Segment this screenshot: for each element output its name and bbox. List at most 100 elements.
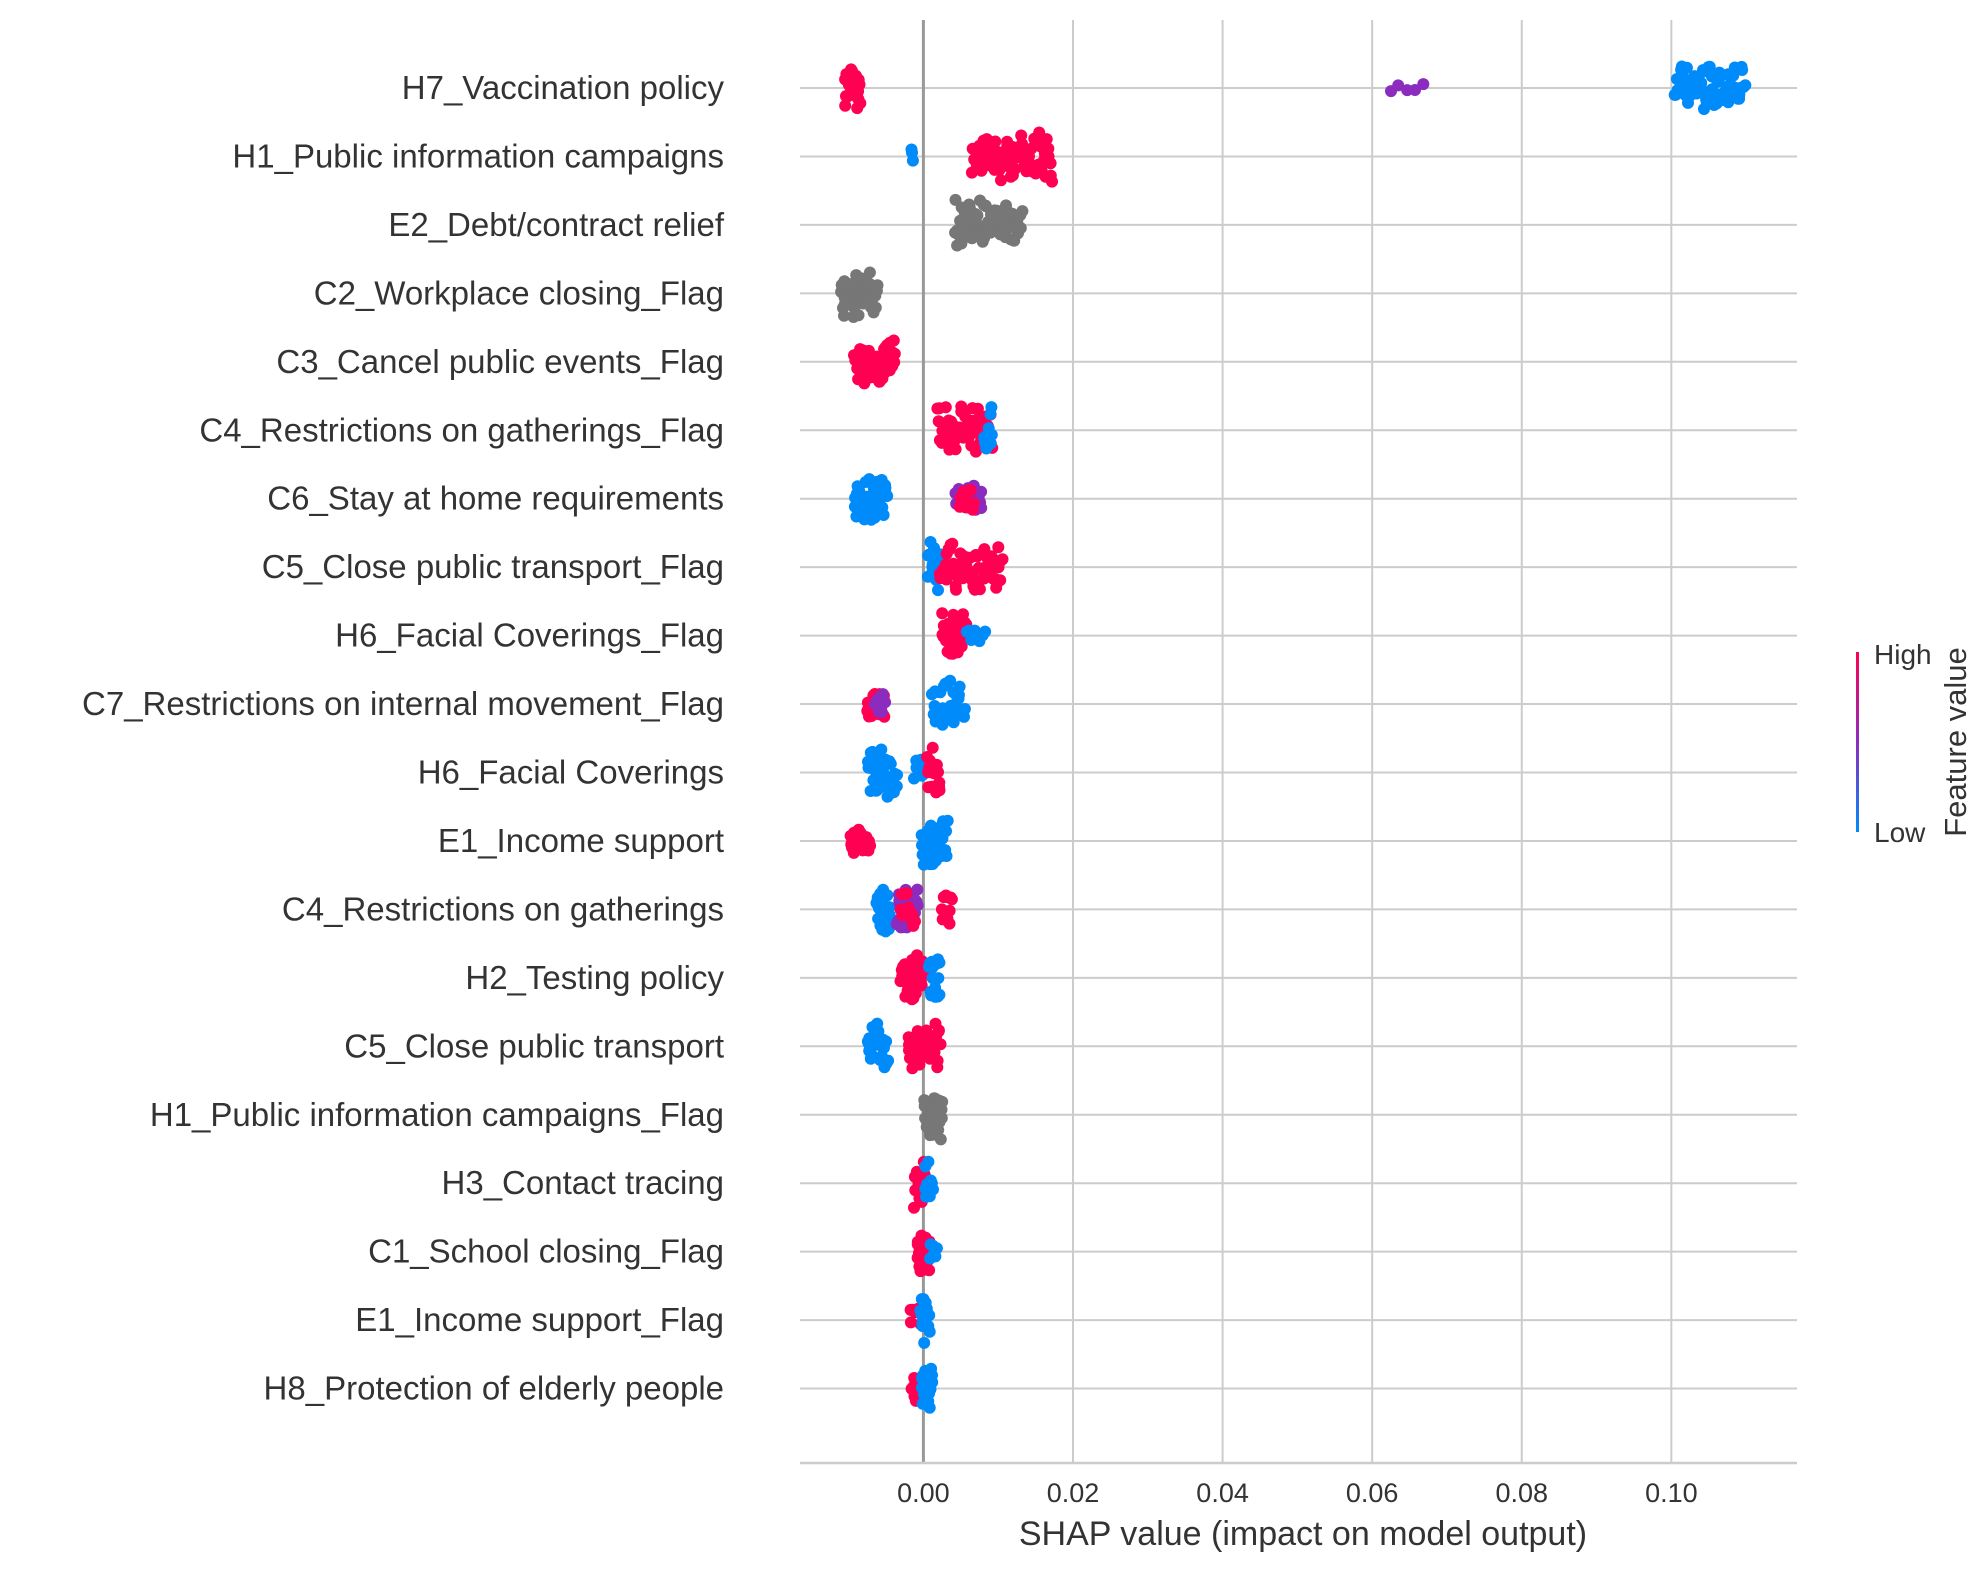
shap-point: [913, 1058, 926, 1071]
x-tick-label: 0.04: [1196, 1478, 1249, 1508]
shap-point: [934, 1038, 947, 1051]
shap-point: [1409, 84, 1421, 96]
shap-point: [923, 1325, 936, 1338]
feature-label: E1_Income support_Flag: [355, 1301, 724, 1338]
shap-point: [1392, 79, 1405, 92]
shap-point: [918, 1336, 931, 1349]
shap-point: [923, 1309, 936, 1322]
shap-point: [1046, 175, 1058, 188]
shap-point: [888, 347, 901, 360]
feature-label: C7_Restrictions on internal movement_Fla…: [82, 685, 724, 722]
shap-point: [1417, 78, 1430, 91]
shap-point: [943, 917, 956, 930]
shap-point: [852, 73, 865, 86]
shap-point: [915, 979, 928, 992]
feature-label: C4_Restrictions on gatherings: [282, 890, 724, 927]
shap-point: [854, 97, 867, 110]
x-tick-label: 0.08: [1495, 1478, 1548, 1508]
shap-point: [1016, 205, 1029, 218]
feature-label: H2_Testing policy: [465, 959, 724, 996]
x-tick-label: 0.06: [1346, 1478, 1399, 1508]
shap-point: [900, 887, 913, 900]
shap-point: [882, 1054, 895, 1067]
shap-point: [1044, 157, 1057, 170]
shap-point: [869, 301, 882, 314]
shap-point: [838, 309, 850, 322]
shap-point: [933, 956, 946, 969]
shap-point: [949, 443, 962, 456]
shap-point: [887, 334, 900, 347]
shap-point: [967, 497, 980, 510]
colorbar-title: Feature value: [1938, 647, 1973, 837]
feature-label: H6_Facial Coverings_Flag: [335, 617, 724, 654]
shap-point: [863, 266, 876, 279]
feature-label: C3_Cancel public events_Flag: [276, 343, 724, 380]
shap-point: [964, 484, 977, 497]
shap-point: [875, 706, 888, 719]
feature-label: C5_Close public transport_Flag: [262, 548, 724, 585]
shap-point: [879, 696, 892, 709]
shap-point: [926, 741, 939, 754]
shap-point: [943, 904, 956, 917]
shap-point: [955, 237, 968, 250]
points-layer: [835, 60, 1752, 1414]
shap-point: [839, 99, 852, 112]
shap-point: [881, 889, 894, 902]
shap-point: [958, 703, 971, 715]
feature-label: H8_Protection of elderly people: [264, 1370, 724, 1407]
shap-point: [947, 716, 960, 729]
shap-point: [891, 768, 903, 781]
shap-point: [931, 1054, 944, 1067]
feature-label: H1_Public information campaigns: [232, 137, 724, 174]
shap-point: [1680, 61, 1693, 74]
shap-point: [927, 1183, 939, 1196]
shap-point: [932, 766, 944, 779]
shap-point: [911, 883, 924, 896]
feature-label: H6_Facial Coverings: [418, 754, 724, 791]
shap-point: [871, 279, 884, 292]
grid-layer: [800, 20, 1797, 1465]
shap-point: [935, 1112, 948, 1125]
shap-point: [932, 1025, 945, 1038]
shap-point: [884, 757, 897, 770]
shap-point: [936, 1095, 949, 1108]
shap-point: [864, 839, 877, 852]
shap-point: [979, 625, 992, 638]
shap-point: [909, 915, 921, 928]
shap-point: [953, 680, 966, 693]
feature-label: C2_Workplace closing_Flag: [314, 274, 724, 311]
shap-point: [941, 814, 954, 827]
colorbar-high-label: High: [1874, 639, 1932, 670]
feature-label: E2_Debt/contract relief: [388, 206, 725, 243]
x-tick-label: 0.02: [1047, 1478, 1100, 1508]
shap-point: [881, 490, 894, 502]
shap-point: [932, 584, 944, 597]
shap-point: [969, 445, 982, 458]
shap-point: [923, 1264, 936, 1277]
shap-point: [940, 850, 953, 862]
shap-point: [875, 743, 888, 756]
shap-point: [883, 909, 896, 922]
shap-point: [932, 972, 945, 985]
shap-point: [945, 893, 958, 906]
feature-label: E1_Income support: [438, 822, 724, 859]
shap-point: [1736, 64, 1749, 76]
feature-label: C5_Close public transport: [344, 1027, 724, 1064]
shap-point: [975, 485, 988, 498]
labels-layer: 0.00 0.02 0.04 0.06 0.08 0.10 H7_Vaccination p…: [82, 69, 1698, 1508]
shap-point: [1014, 222, 1027, 235]
feature-label: H3_Contact tracing: [442, 1164, 724, 1201]
shap-point: [934, 1133, 947, 1146]
shap-point: [877, 509, 890, 521]
shap-point: [905, 143, 918, 156]
shap-point: [936, 607, 949, 620]
shap-point: [969, 422, 982, 435]
x-tick-label: 0.00: [897, 1478, 950, 1508]
x-tick-label: 0.10: [1645, 1478, 1698, 1508]
shap-point: [995, 174, 1007, 187]
shap-point: [922, 1155, 935, 1168]
shap-point: [1703, 60, 1716, 73]
shap-point: [880, 1035, 893, 1048]
shap-point: [973, 583, 986, 596]
